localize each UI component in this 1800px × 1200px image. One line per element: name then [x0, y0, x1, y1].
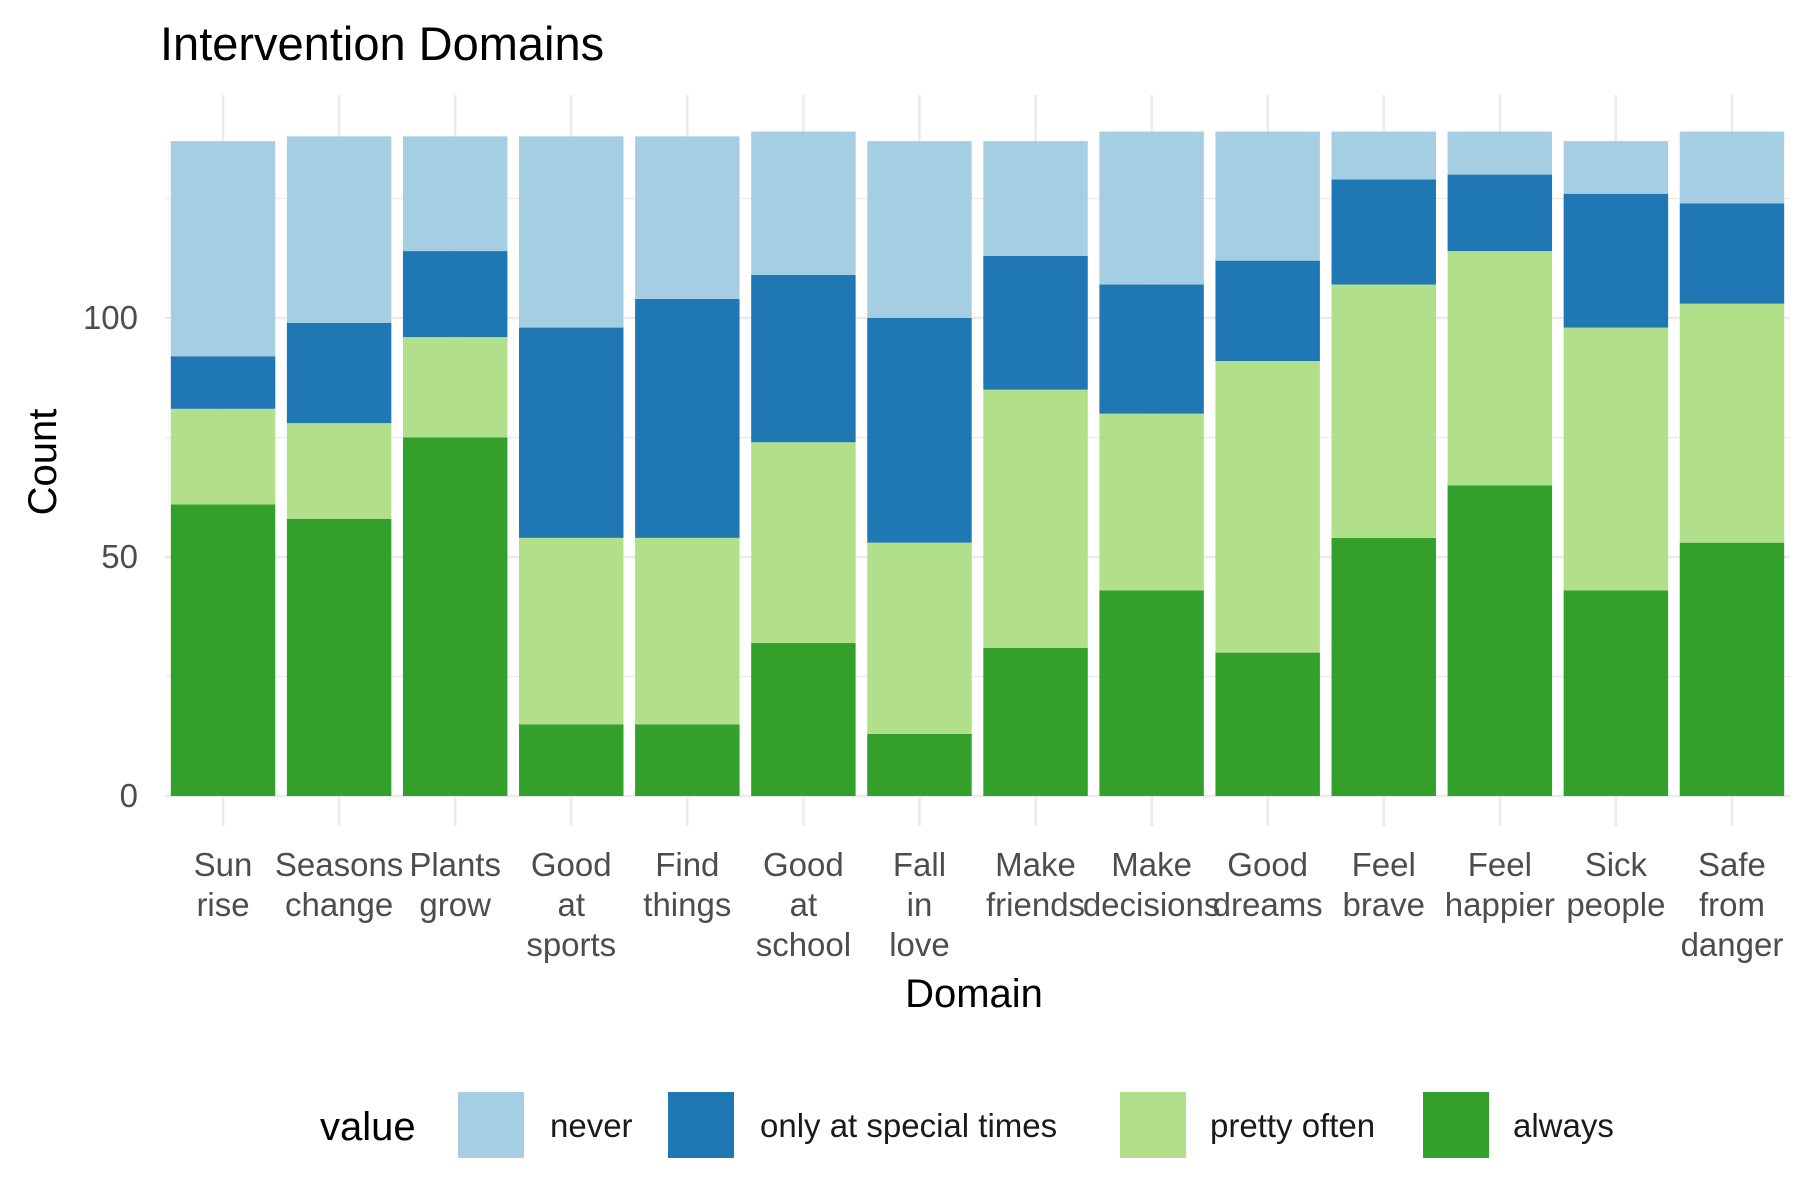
- bar-segment: [519, 537, 624, 725]
- x-tick-label: Sick people: [1566, 846, 1665, 923]
- x-axis-title: Domain: [905, 972, 1043, 1016]
- x-tick-label: Plants grow: [409, 846, 501, 923]
- bar-segment: [1679, 131, 1785, 204]
- bar-segment: [867, 141, 972, 318]
- bar-segment: [286, 136, 392, 323]
- bar-segment: [1563, 590, 1669, 796]
- bar-segment: [751, 442, 856, 644]
- bars: [170, 131, 1785, 796]
- y-tick-label: 100: [83, 299, 138, 336]
- bar-segment: [1447, 251, 1553, 486]
- bar-segment: [751, 274, 856, 443]
- bar-segment: [635, 136, 740, 299]
- bar-segment: [1215, 652, 1320, 796]
- y-axis-ticks: 0 50 100: [83, 299, 138, 814]
- legend-label: only at special times: [760, 1107, 1057, 1144]
- bar-segment: [1215, 131, 1320, 261]
- bar-segment: [983, 389, 1088, 648]
- bar-segment: [1331, 284, 1436, 538]
- bar-segment: [1563, 327, 1669, 591]
- bar-segment: [1331, 537, 1436, 796]
- bar-segment: [402, 437, 508, 796]
- x-tick-label: Good dreams: [1213, 846, 1323, 923]
- x-tick-label: Make decisions: [1083, 846, 1221, 923]
- bar-segment: [1331, 179, 1436, 285]
- bar-segment: [1563, 193, 1669, 328]
- bar-segment: [1447, 485, 1553, 796]
- legend: value never only at special times pretty o…: [320, 1092, 1614, 1158]
- bar-segment: [402, 337, 508, 438]
- x-tick-label: Good at sports: [526, 846, 616, 963]
- bar-segment: [286, 518, 392, 796]
- x-tick-label: Feel happier: [1445, 846, 1555, 923]
- x-tick-label: Make friends: [986, 846, 1085, 923]
- bar-segment: [1679, 303, 1785, 543]
- bar-segment: [170, 141, 276, 357]
- bar-segment: [751, 643, 856, 796]
- bar-segment: [519, 327, 624, 538]
- bar-segment: [983, 647, 1088, 796]
- bar-segment: [170, 356, 276, 409]
- bar-segment: [519, 136, 624, 328]
- bar-segment: [1447, 174, 1553, 252]
- bar-segment: [1679, 542, 1785, 796]
- legend-key: [458, 1092, 524, 1158]
- bar-segment: [635, 724, 740, 796]
- bar-segment: [867, 318, 972, 543]
- bar-segment: [1099, 284, 1204, 414]
- bar-segment: [1331, 131, 1436, 180]
- bar-segment: [170, 408, 276, 505]
- x-tick-label: Find things: [643, 846, 731, 923]
- bar-segment: [635, 298, 740, 538]
- y-axis-title: Count: [21, 409, 65, 516]
- bar-segment: [286, 322, 392, 424]
- bar-segment: [1099, 590, 1204, 796]
- y-tick-label: 50: [101, 538, 138, 575]
- bar-segment: [402, 136, 508, 252]
- x-tick-label: Feel brave: [1342, 846, 1425, 923]
- legend-label: never: [550, 1107, 633, 1144]
- x-tick-label: Safe from danger: [1681, 846, 1784, 963]
- y-tick-label: 0: [120, 777, 138, 814]
- x-tick-label: Fall in love: [889, 846, 950, 963]
- bar-segment: [1215, 361, 1320, 653]
- bar-segment: [983, 255, 1088, 390]
- x-tick-label: Good at school: [756, 846, 851, 963]
- bar-segment: [1679, 203, 1785, 304]
- bar-segment: [1215, 260, 1320, 362]
- bar-segment: [286, 423, 392, 519]
- bar-segment: [1563, 141, 1669, 194]
- bar-segment: [170, 504, 276, 796]
- bar-segment: [867, 542, 972, 734]
- bar-segment: [402, 251, 508, 338]
- bar-segment: [751, 131, 856, 275]
- x-tick-label: Seasons change: [275, 846, 403, 923]
- bar-segment: [635, 537, 740, 725]
- bar-segment: [1099, 131, 1204, 285]
- bar-segment: [867, 733, 972, 796]
- legend-title: value: [320, 1105, 416, 1149]
- legend-label: always: [1513, 1107, 1614, 1144]
- x-tick-label: Sun rise: [194, 846, 253, 923]
- bar-segment: [1447, 131, 1553, 175]
- chart-title: Intervention Domains: [160, 17, 604, 70]
- bar-segment: [1099, 413, 1204, 591]
- bar-segment: [519, 724, 624, 796]
- legend-key: [1120, 1092, 1186, 1158]
- legend-label: pretty often: [1210, 1107, 1375, 1144]
- legend-key: [668, 1092, 734, 1158]
- bar-segment: [983, 141, 1088, 256]
- legend-key: [1423, 1092, 1489, 1158]
